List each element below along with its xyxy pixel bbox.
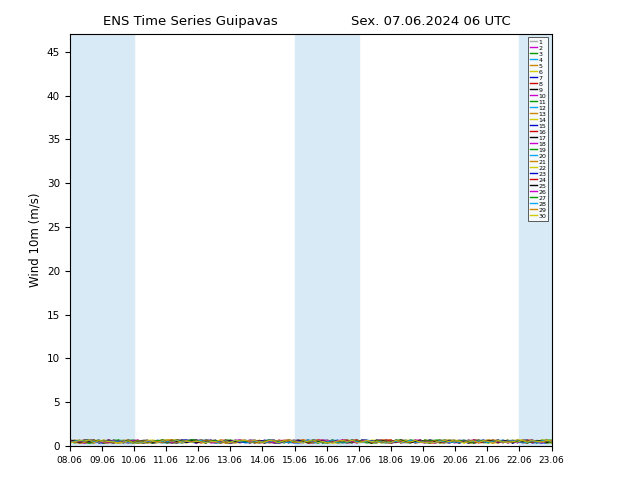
Text: ENS Time Series Guipavas: ENS Time Series Guipavas <box>103 15 278 28</box>
Bar <box>327 34 359 446</box>
Bar <box>295 34 327 446</box>
Y-axis label: Wind 10m (m/s): Wind 10m (m/s) <box>28 193 41 287</box>
Text: Sex. 07.06.2024 06 UTC: Sex. 07.06.2024 06 UTC <box>351 15 511 28</box>
Bar <box>70 34 102 446</box>
Legend: 1, 2, 3, 4, 5, 6, 7, 8, 9, 10, 11, 12, 13, 14, 15, 16, 17, 18, 19, 20, 21, 22, 2: 1, 2, 3, 4, 5, 6, 7, 8, 9, 10, 11, 12, 1… <box>528 37 548 220</box>
Bar <box>102 34 134 446</box>
Bar <box>519 34 552 446</box>
